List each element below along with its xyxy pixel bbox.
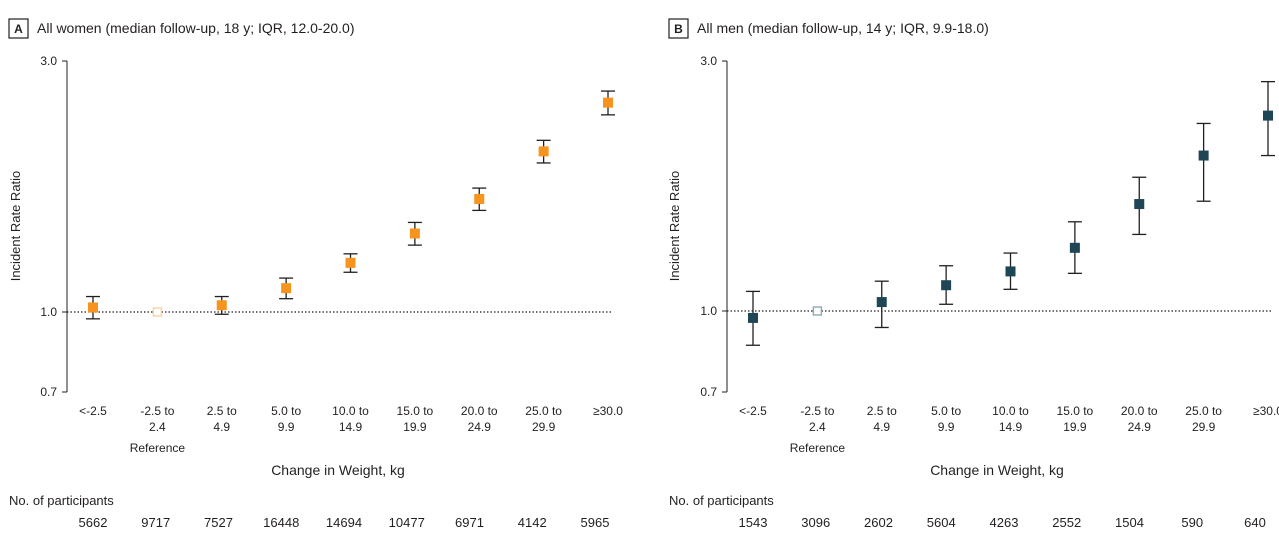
y-tick-label: 1.0 xyxy=(40,305,57,319)
x-tick-label: 19.9 xyxy=(1063,420,1087,434)
data-point xyxy=(1005,266,1016,277)
participant-count: 4263 xyxy=(990,515,1019,530)
x-tick-label: 10.0 to xyxy=(992,404,1029,418)
data-point xyxy=(1134,199,1145,210)
x-tick-label: 19.9 xyxy=(403,420,427,434)
participant-count: 3096 xyxy=(801,515,830,530)
x-axis-label: Change in Weight, kg xyxy=(271,462,405,478)
participants-label: No. of participants xyxy=(9,493,114,508)
data-point xyxy=(941,280,952,291)
x-tick-label: 2.4 xyxy=(149,420,166,434)
participant-count: 640 xyxy=(1244,515,1266,530)
x-tick-label: 25.0 to xyxy=(525,404,562,418)
participant-count: 1504 xyxy=(1115,515,1144,530)
x-axis-label: Change in Weight, kg xyxy=(930,462,1064,478)
participant-count: 590 xyxy=(1181,515,1203,530)
participant-count: 6971 xyxy=(455,515,484,530)
x-tick-label: 29.9 xyxy=(532,420,556,434)
x-tick-label: -2.5 to xyxy=(140,404,174,418)
x-tick-label: <-2.5 xyxy=(79,404,107,418)
x-tick-label: 24.9 xyxy=(468,420,492,434)
participant-count: 1543 xyxy=(739,515,768,530)
participant-count: 5604 xyxy=(927,515,956,530)
x-tick-label: 4.9 xyxy=(873,420,890,434)
x-tick-label: 2.4 xyxy=(809,420,826,434)
data-point xyxy=(409,228,420,239)
participant-count: 4142 xyxy=(518,515,547,530)
x-tick-label: 2.5 to xyxy=(867,404,897,418)
participant-count: 10477 xyxy=(389,515,425,530)
panel-title: All men (median follow-up, 14 y; IQR, 9.… xyxy=(697,20,989,36)
participant-count: 2602 xyxy=(864,515,893,530)
x-tick-label: 24.9 xyxy=(1128,420,1152,434)
panel-a: A All women (median follow-up, 18 y; IQR… xyxy=(8,18,623,530)
data-point xyxy=(88,302,98,313)
data-point xyxy=(216,300,227,311)
x-tick-label: 4.9 xyxy=(213,420,230,434)
panel-letter: B xyxy=(674,22,683,36)
participant-count: 16448 xyxy=(263,515,299,530)
x-tick-label: 5.0 to xyxy=(931,404,961,418)
participant-count: 14694 xyxy=(326,515,362,530)
x-tick-label: 9.9 xyxy=(938,420,955,434)
plot-area: 0.7 1.0 3.0 <-2.5 -2.5 to 2.4 Reference 2.5 to 4… xyxy=(40,54,623,530)
panel-letter: A xyxy=(14,22,23,36)
x-tick-label: 29.9 xyxy=(1192,420,1216,434)
reference-point xyxy=(812,306,823,316)
x-tick-label: 5.0 to xyxy=(271,404,301,418)
participant-count: 5662 xyxy=(79,515,108,530)
x-tick-label: <-2.5 xyxy=(739,404,767,418)
reference-point xyxy=(152,307,163,317)
y-tick-label: 3.0 xyxy=(700,54,717,68)
reference-label: Reference xyxy=(790,441,846,455)
panel-letter-box xyxy=(668,18,689,39)
participant-count: 9717 xyxy=(141,515,170,530)
x-tick-label: 2.5 to xyxy=(207,404,237,418)
x-tick-label: ≥30.0 xyxy=(1253,404,1279,418)
data-point xyxy=(474,193,485,204)
plot-area: 0.7 1.0 3.0 <-2.5 -2.5 to 2.4 Reference 2.5 to 4… xyxy=(700,54,1279,530)
x-tick-label: 9.9 xyxy=(278,420,295,434)
panel-letter-box xyxy=(8,18,29,39)
x-tick-label: 25.0 to xyxy=(1185,404,1222,418)
x-tick-label: ≥30.0 xyxy=(593,404,623,418)
data-point xyxy=(603,97,613,108)
x-tick-label: 10.0 to xyxy=(332,404,369,418)
data-point xyxy=(281,283,292,294)
data-point xyxy=(876,297,887,308)
data-point xyxy=(345,257,356,268)
y-tick-label: 0.7 xyxy=(40,385,57,399)
participants-label: No. of participants xyxy=(669,493,774,508)
data-point xyxy=(538,146,549,157)
y-axis-label: Incident Rate Ratio xyxy=(8,171,23,282)
x-tick-label: 20.0 to xyxy=(1121,404,1158,418)
participant-count: 5965 xyxy=(581,515,610,530)
participant-count: 7527 xyxy=(204,515,233,530)
x-tick-label: 14.9 xyxy=(999,420,1023,434)
data-point xyxy=(1069,242,1080,253)
panel-title: All women (median follow-up, 18 y; IQR, … xyxy=(37,20,354,36)
x-tick-label: -2.5 to xyxy=(800,404,834,418)
y-axis-label: Incident Rate Ratio xyxy=(667,171,682,282)
x-tick-label: 15.0 to xyxy=(397,404,434,418)
data-point xyxy=(748,312,758,323)
x-tick-label: 15.0 to xyxy=(1057,404,1094,418)
participant-count: 2552 xyxy=(1052,515,1081,530)
panel-b: B All men (median follow-up, 14 y; IQR, … xyxy=(667,18,1279,530)
x-tick-label: 14.9 xyxy=(339,420,363,434)
data-point xyxy=(1263,110,1273,121)
y-tick-label: 1.0 xyxy=(700,304,717,318)
reference-label: Reference xyxy=(130,441,186,455)
data-point xyxy=(1198,150,1209,161)
x-tick-label: 20.0 to xyxy=(461,404,498,418)
y-tick-label: 3.0 xyxy=(40,54,57,68)
y-tick-label: 0.7 xyxy=(700,385,717,399)
